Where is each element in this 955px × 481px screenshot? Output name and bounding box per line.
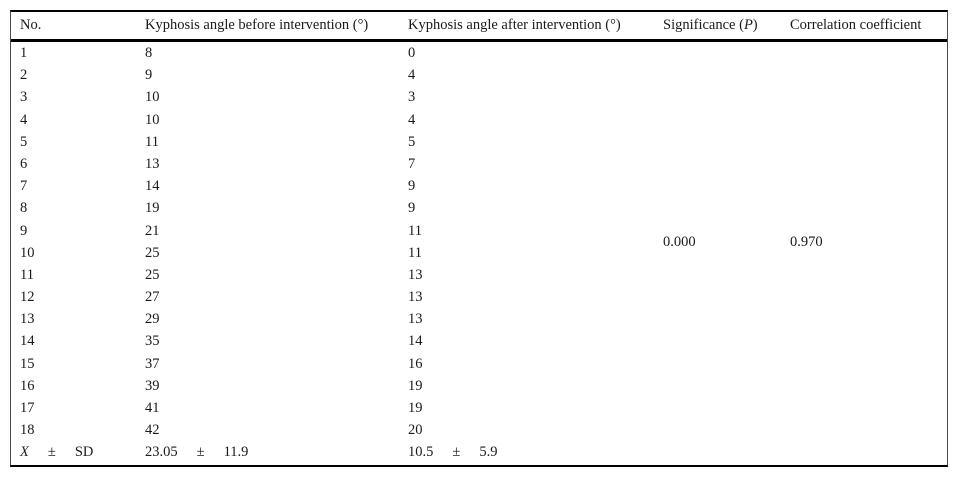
header-angle-after: Kyphosis angle after intervention (°) xyxy=(408,17,621,33)
cell-no: 2 xyxy=(20,67,28,84)
cell-no: 18 xyxy=(20,422,35,439)
cell-no: 10 xyxy=(20,244,35,261)
cell-no: 15 xyxy=(20,355,35,372)
table-row: 10 25 11 xyxy=(11,242,947,264)
summary-before-mean: 23.05 xyxy=(145,444,178,461)
cell-no: 9 xyxy=(20,222,28,239)
cell-angle-after: 4 xyxy=(408,67,416,84)
cell-angle-before: 42 xyxy=(145,422,160,439)
table-row: 14 35 14 xyxy=(11,330,947,352)
cell-angle-before: 14 xyxy=(145,178,160,195)
cell-no: 14 xyxy=(20,333,35,350)
table-row: 12 27 13 xyxy=(11,286,947,308)
summary-after-stats: 10.5 ± 5.9 xyxy=(408,441,497,463)
cell-no: 17 xyxy=(20,400,35,416)
header-no: No. xyxy=(20,17,42,33)
cell-angle-after: 19 xyxy=(408,377,423,394)
cell-angle-before: 25 xyxy=(145,244,160,261)
summary-after-sd: 5.9 xyxy=(479,444,498,461)
summary-before-sd: 11.9 xyxy=(223,444,249,461)
summary-label-sd: SD xyxy=(74,444,94,461)
cell-angle-after: 13 xyxy=(408,311,423,328)
cell-angle-after: 3 xyxy=(408,89,416,106)
table-row: 1 8 0 xyxy=(11,42,947,64)
cell-angle-before: 39 xyxy=(145,377,160,394)
cell-angle-after: 7 xyxy=(408,155,416,172)
summary-before-stats: 23.05 ± 11.9 xyxy=(145,441,248,463)
table-row: 11 25 13 xyxy=(11,264,947,286)
table-row: 15 37 16 xyxy=(11,353,947,375)
summary-label: X ± SD xyxy=(20,441,93,463)
cell-no: 3 xyxy=(20,89,28,106)
table-row: 4 10 4 xyxy=(11,109,947,131)
significance-value: 0.000 xyxy=(663,234,696,250)
table-row: 6 13 7 xyxy=(11,153,947,175)
table-row: 13 29 13 xyxy=(11,308,947,330)
table-row: 17 41 19 xyxy=(11,397,947,419)
cell-angle-after: 4 xyxy=(408,111,416,128)
summary-label-x: X xyxy=(20,444,29,461)
table-row: 7 14 9 xyxy=(11,175,947,197)
cell-angle-before: 35 xyxy=(145,333,160,350)
cell-angle-before: 27 xyxy=(145,289,160,306)
correlation-value: 0.970 xyxy=(790,234,823,250)
summary-row: X ± SD 23.05 ± 11.9 10.5 ± 5.9 xyxy=(11,441,947,463)
cell-angle-after: 19 xyxy=(408,400,423,416)
cell-angle-before: 8 xyxy=(145,45,153,61)
cell-angle-after: 11 xyxy=(408,222,422,239)
cell-angle-before: 29 xyxy=(145,311,160,328)
summary-after-plus-minus: ± xyxy=(452,444,461,461)
cell-no: 7 xyxy=(20,178,28,195)
cell-angle-after: 20 xyxy=(408,422,423,439)
cell-angle-before: 25 xyxy=(145,266,160,283)
table-row: 5 11 5 xyxy=(11,131,947,153)
cell-no: 6 xyxy=(20,155,28,172)
cell-no: 8 xyxy=(20,200,28,217)
summary-label-plus-minus: ± xyxy=(47,444,56,461)
cell-angle-before: 11 xyxy=(145,133,159,150)
cell-angle-after: 0 xyxy=(408,45,416,61)
summary-after-mean: 10.5 xyxy=(408,444,434,461)
cell-no: 16 xyxy=(20,377,35,394)
cell-angle-before: 9 xyxy=(145,67,153,84)
cell-no: 4 xyxy=(20,111,28,128)
table-row: 8 19 9 xyxy=(11,197,947,219)
cell-angle-after: 9 xyxy=(408,200,416,217)
summary-before-plus-minus: ± xyxy=(196,444,205,461)
header-significance: Significance (P) xyxy=(663,17,758,33)
kyphosis-data-table: No. Kyphosis angle before intervention (… xyxy=(10,10,948,467)
table-row: 2 9 4 xyxy=(11,64,947,86)
table-row: 3 10 3 xyxy=(11,86,947,108)
cell-angle-before: 10 xyxy=(145,111,160,128)
table-rows: 1 8 0 2 9 4 3 10 3 4 10 4 5 11 5 6 13 7 … xyxy=(11,42,947,441)
table-row: 16 39 19 xyxy=(11,375,947,397)
table-row: 18 42 20 xyxy=(11,419,947,441)
header-correlation: Correlation coefficient xyxy=(790,17,922,33)
cell-no: 13 xyxy=(20,311,35,328)
cell-angle-after: 13 xyxy=(408,289,423,306)
header-significance-p-symbol: P xyxy=(743,17,753,33)
cell-no: 1 xyxy=(20,45,28,61)
cell-angle-after: 16 xyxy=(408,355,423,372)
cell-angle-before: 41 xyxy=(145,400,160,416)
table-body: 1 8 0 2 9 4 3 10 3 4 10 4 5 11 5 6 13 7 … xyxy=(11,42,947,464)
cell-no: 11 xyxy=(20,266,34,283)
cell-angle-before: 13 xyxy=(145,155,160,172)
cell-angle-after: 9 xyxy=(408,178,416,195)
cell-angle-after: 13 xyxy=(408,266,423,283)
header-angle-before: Kyphosis angle before intervention (°) xyxy=(145,17,369,33)
cell-no: 12 xyxy=(20,289,35,306)
cell-angle-after: 11 xyxy=(408,244,422,261)
cell-angle-before: 10 xyxy=(145,89,160,106)
table-row: 9 21 11 xyxy=(11,220,947,242)
cell-no: 5 xyxy=(20,133,28,150)
cell-angle-before: 37 xyxy=(145,355,160,372)
cell-angle-after: 5 xyxy=(408,133,416,150)
table-header-row: No. Kyphosis angle before intervention (… xyxy=(11,12,947,42)
cell-angle-after: 14 xyxy=(408,333,423,350)
cell-angle-before: 19 xyxy=(145,200,160,217)
cell-angle-before: 21 xyxy=(145,222,160,239)
